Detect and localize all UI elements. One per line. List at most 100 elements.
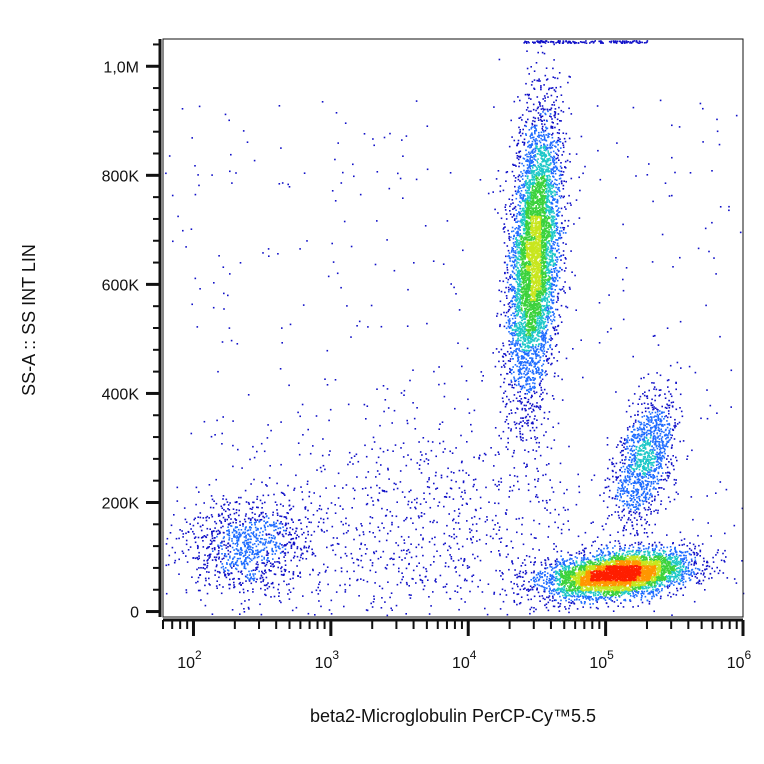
event-dot <box>215 556 218 559</box>
event-dot <box>619 451 622 454</box>
event-dot <box>631 521 633 523</box>
event-dot <box>605 486 608 489</box>
event-dot <box>390 592 393 594</box>
event-dot <box>345 531 348 534</box>
event-dot <box>552 491 555 493</box>
event-dot <box>559 197 562 199</box>
event-dot <box>280 570 283 573</box>
event-dot <box>277 253 279 255</box>
event-dot <box>664 478 666 481</box>
event-dot <box>557 113 560 115</box>
event-dot <box>447 549 449 552</box>
event-dot <box>619 545 621 548</box>
event-dot <box>246 551 249 553</box>
event-dot <box>508 568 510 571</box>
event-dot <box>528 163 531 166</box>
event-dot <box>513 582 515 585</box>
event-dot <box>650 476 653 478</box>
event-dot <box>212 506 215 509</box>
event-dot <box>263 584 266 587</box>
event-dot <box>630 503 633 506</box>
event-dot <box>519 192 522 195</box>
event-dot <box>555 278 557 280</box>
event-dot <box>272 535 275 537</box>
event-dot <box>515 193 518 195</box>
event-dot <box>628 492 630 495</box>
event-dot <box>689 579 691 582</box>
event-dot <box>503 325 506 328</box>
event-dot <box>660 412 663 414</box>
event-dot <box>565 180 567 183</box>
event-dot <box>209 584 211 586</box>
event-dot <box>377 498 379 501</box>
event-dot <box>560 550 563 552</box>
event-dot <box>504 512 507 514</box>
event-dot <box>422 526 424 529</box>
event-dot <box>596 598 599 601</box>
event-dot <box>623 492 626 494</box>
event-dot <box>241 573 243 575</box>
event-dot <box>666 466 669 469</box>
event-dot <box>555 157 557 160</box>
event-dot <box>623 479 625 481</box>
event-dot <box>546 120 548 122</box>
event-dot <box>340 520 343 523</box>
event-dot <box>223 555 226 557</box>
event-dot <box>533 561 536 564</box>
event-dot <box>517 186 520 189</box>
event-dot <box>520 134 522 137</box>
event-dot <box>510 412 513 414</box>
event-dot <box>638 42 641 44</box>
event-dot <box>543 350 546 352</box>
event-dot <box>249 548 251 550</box>
event-dot <box>568 445 570 448</box>
event-dot <box>413 262 415 264</box>
event-dot <box>509 367 511 370</box>
event-dot <box>533 387 535 390</box>
event-dot <box>458 548 460 550</box>
event-dot <box>528 391 531 394</box>
event-dot <box>562 146 565 149</box>
event-dot <box>653 406 655 408</box>
event-dot <box>555 259 557 261</box>
event-dot <box>555 284 558 287</box>
event-dot <box>219 519 221 522</box>
event-dot <box>323 563 325 566</box>
event-dot <box>636 492 639 495</box>
event-dot <box>208 517 210 519</box>
event-dot <box>629 497 631 499</box>
event-dot <box>601 554 603 557</box>
event-dot <box>621 484 623 487</box>
event-dot <box>423 460 426 463</box>
event-dot <box>250 582 253 585</box>
event-dot <box>537 117 540 119</box>
event-dot <box>398 567 400 570</box>
event-dot <box>558 592 560 595</box>
event-dot <box>223 509 225 511</box>
event-dot <box>539 572 541 574</box>
event-dot <box>512 366 514 368</box>
event-dot <box>541 399 543 401</box>
event-dot <box>643 394 646 397</box>
event-dot <box>243 554 245 557</box>
event-dot <box>215 502 218 505</box>
event-dot <box>335 112 338 114</box>
event-dot <box>382 450 385 453</box>
event-dot <box>245 580 247 582</box>
event-dot <box>559 603 562 605</box>
event-dot <box>415 507 417 510</box>
event-dot <box>521 175 524 177</box>
event-dot <box>185 555 187 557</box>
event-dot <box>668 422 671 425</box>
event-dot <box>547 536 549 538</box>
event-dot <box>527 451 530 453</box>
event-dot <box>517 191 519 193</box>
event-dot <box>536 135 539 138</box>
event-dot <box>625 40 628 42</box>
event-dot <box>536 467 538 470</box>
event-dot <box>236 526 238 528</box>
event-dot <box>690 496 693 498</box>
event-dot <box>676 589 679 592</box>
event-dot <box>228 532 230 535</box>
event-dot <box>549 573 552 576</box>
